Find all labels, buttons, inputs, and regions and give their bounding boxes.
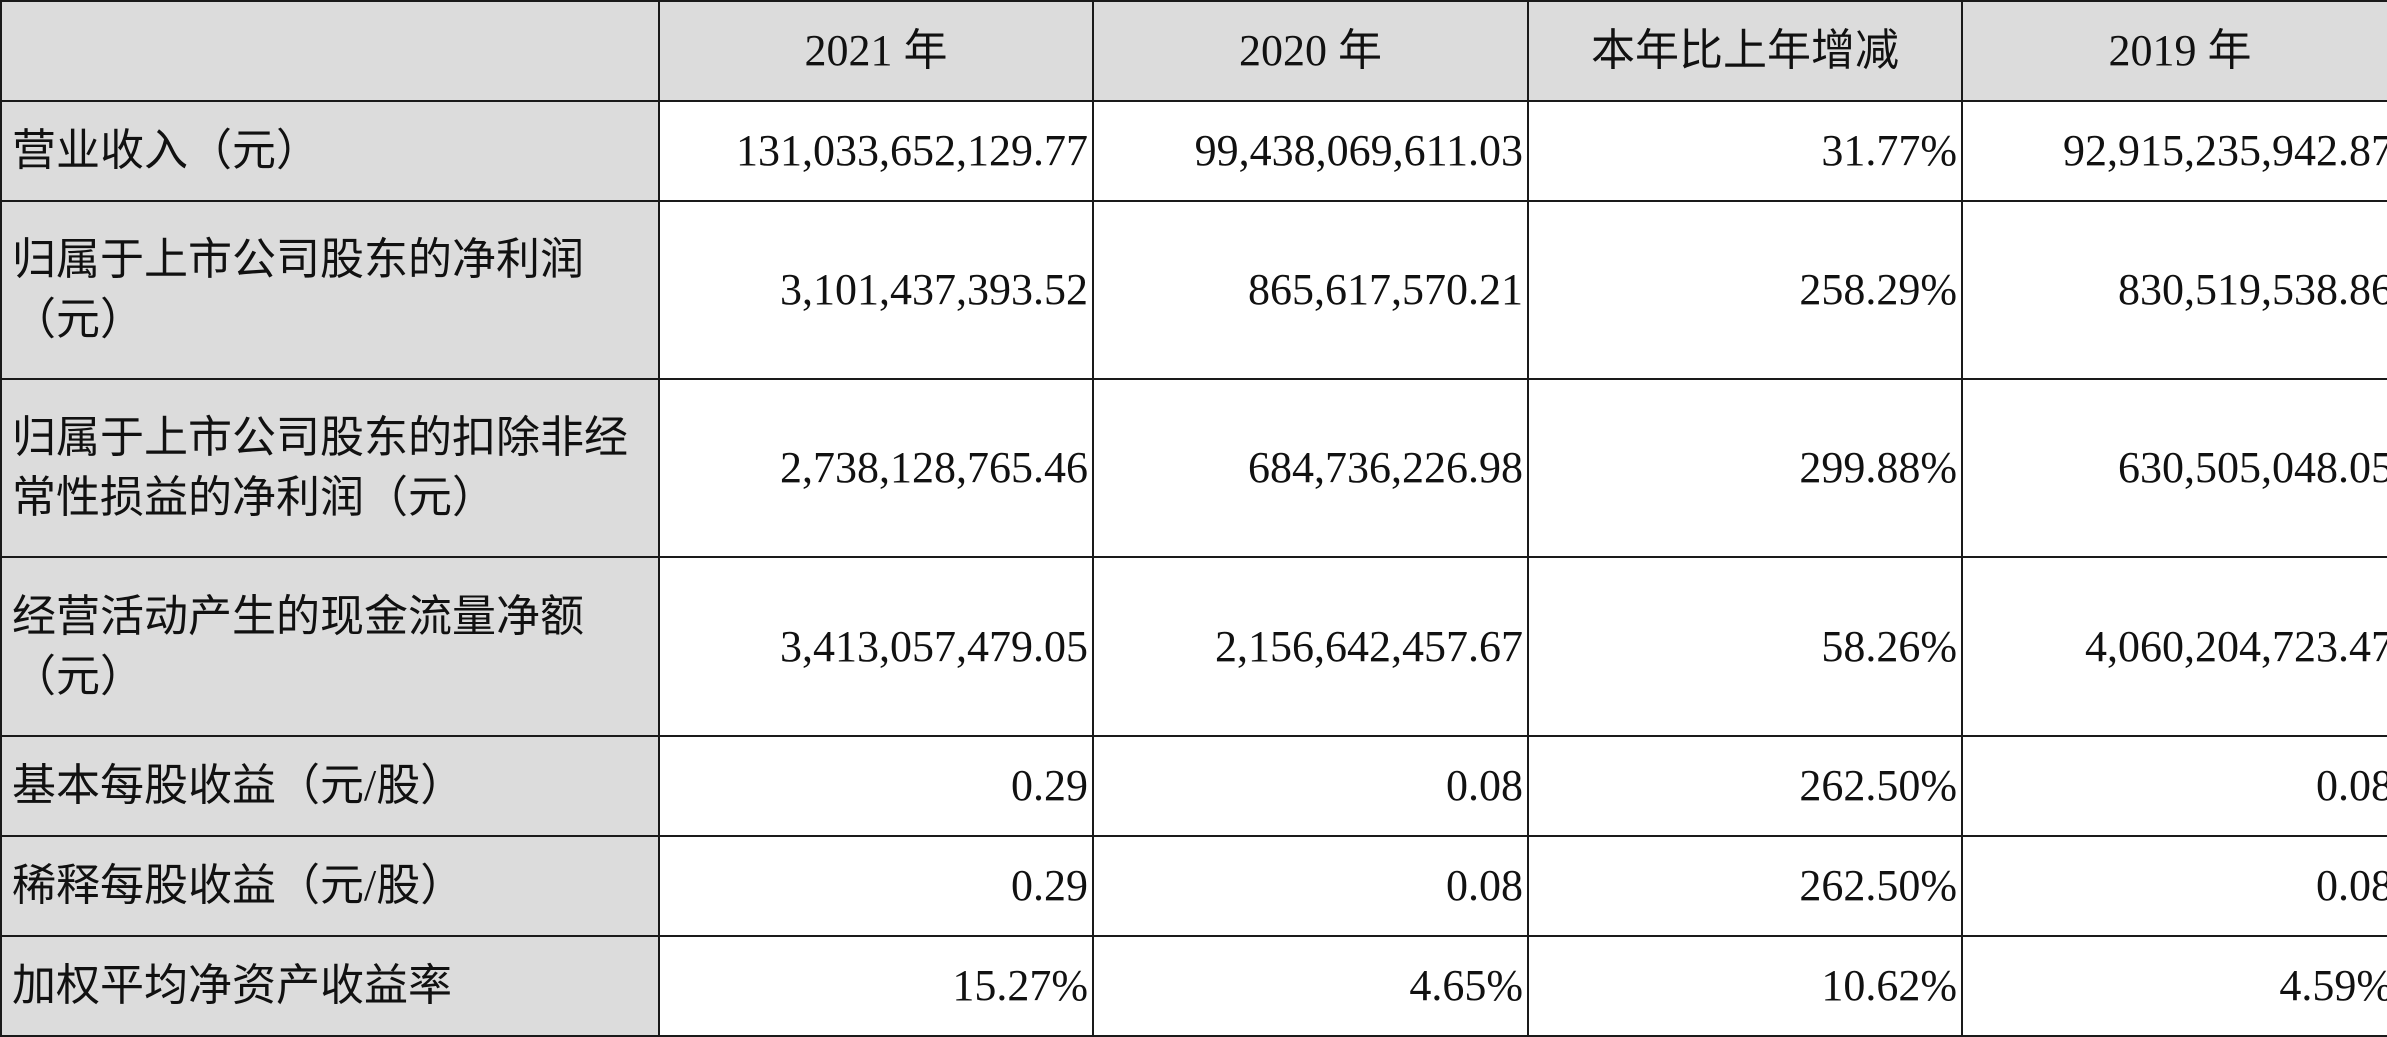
cell-2020: 684,736,226.98 xyxy=(1092,378,1529,559)
table-row: 归属于上市公司股东的净利润（元） 3,101,437,393.52 865,61… xyxy=(0,200,2387,381)
cell-2020: 2,156,642,457.67 xyxy=(1092,556,1529,737)
header-cell-2020: 2020 年 xyxy=(1092,0,1529,102)
table-row: 经营活动产生的现金流量净额（元） 3,413,057,479.05 2,156,… xyxy=(0,556,2387,737)
cell-2019: 4.59% xyxy=(1961,934,2387,1037)
table-header-row: 2021 年 2020 年 本年比上年增减 2019 年 xyxy=(0,0,2387,102)
row-label: 加权平均净资产收益率 xyxy=(0,934,660,1037)
table-row: 归属于上市公司股东的扣除非经常性损益的净利润（元） 2,738,128,765.… xyxy=(0,378,2387,559)
cell-2021: 3,101,437,393.52 xyxy=(658,200,1094,381)
table-row: 加权平均净资产收益率 15.27% 4.65% 10.62% 4.59% xyxy=(0,934,2387,1037)
header-cell-2019: 2019 年 xyxy=(1961,0,2387,102)
table-row: 稀释每股收益（元/股） 0.29 0.08 262.50% 0.08 xyxy=(0,834,2387,937)
row-label: 稀释每股收益（元/股） xyxy=(0,834,660,937)
cell-2019: 0.08 xyxy=(1961,834,2387,937)
cell-change: 299.88% xyxy=(1527,378,1963,559)
cell-2020: 0.08 xyxy=(1092,734,1529,837)
header-cell-2021: 2021 年 xyxy=(658,0,1094,102)
cell-2021: 0.29 xyxy=(658,734,1094,837)
cell-change: 31.77% xyxy=(1527,99,1963,203)
cell-2019: 4,060,204,723.47 xyxy=(1961,556,2387,737)
cell-2019: 630,505,048.05 xyxy=(1961,378,2387,559)
cell-2021: 15.27% xyxy=(658,934,1094,1037)
cell-2021: 3,413,057,479.05 xyxy=(658,556,1094,737)
cell-2019: 830,519,538.86 xyxy=(1961,200,2387,381)
row-label: 归属于上市公司股东的净利润（元） xyxy=(0,200,660,381)
cell-change: 262.50% xyxy=(1527,834,1963,937)
cell-2020: 4.65% xyxy=(1092,934,1529,1037)
cell-2019: 0.08 xyxy=(1961,734,2387,837)
header-cell-change: 本年比上年增减 xyxy=(1527,0,1963,102)
table-row: 营业收入（元） 131,033,652,129.77 99,438,069,61… xyxy=(0,99,2387,203)
row-label: 营业收入（元） xyxy=(0,99,660,203)
cell-2021: 0.29 xyxy=(658,834,1094,937)
cell-change: 258.29% xyxy=(1527,200,1963,381)
cell-2020: 0.08 xyxy=(1092,834,1529,937)
row-label: 归属于上市公司股东的扣除非经常性损益的净利润（元） xyxy=(0,378,660,559)
cell-2020: 99,438,069,611.03 xyxy=(1092,99,1529,203)
header-cell-blank xyxy=(0,0,660,102)
table-row: 基本每股收益（元/股） 0.29 0.08 262.50% 0.08 xyxy=(0,734,2387,837)
row-label: 基本每股收益（元/股） xyxy=(0,734,660,837)
cell-change: 10.62% xyxy=(1527,934,1963,1037)
row-label: 经营活动产生的现金流量净额（元） xyxy=(0,556,660,737)
cell-2021: 2,738,128,765.46 xyxy=(658,378,1094,559)
cell-2019: 92,915,235,942.87 xyxy=(1961,99,2387,203)
cell-2021: 131,033,652,129.77 xyxy=(658,99,1094,203)
cell-change: 58.26% xyxy=(1527,556,1963,737)
cell-change: 262.50% xyxy=(1527,734,1963,837)
cell-2020: 865,617,570.21 xyxy=(1092,200,1529,381)
